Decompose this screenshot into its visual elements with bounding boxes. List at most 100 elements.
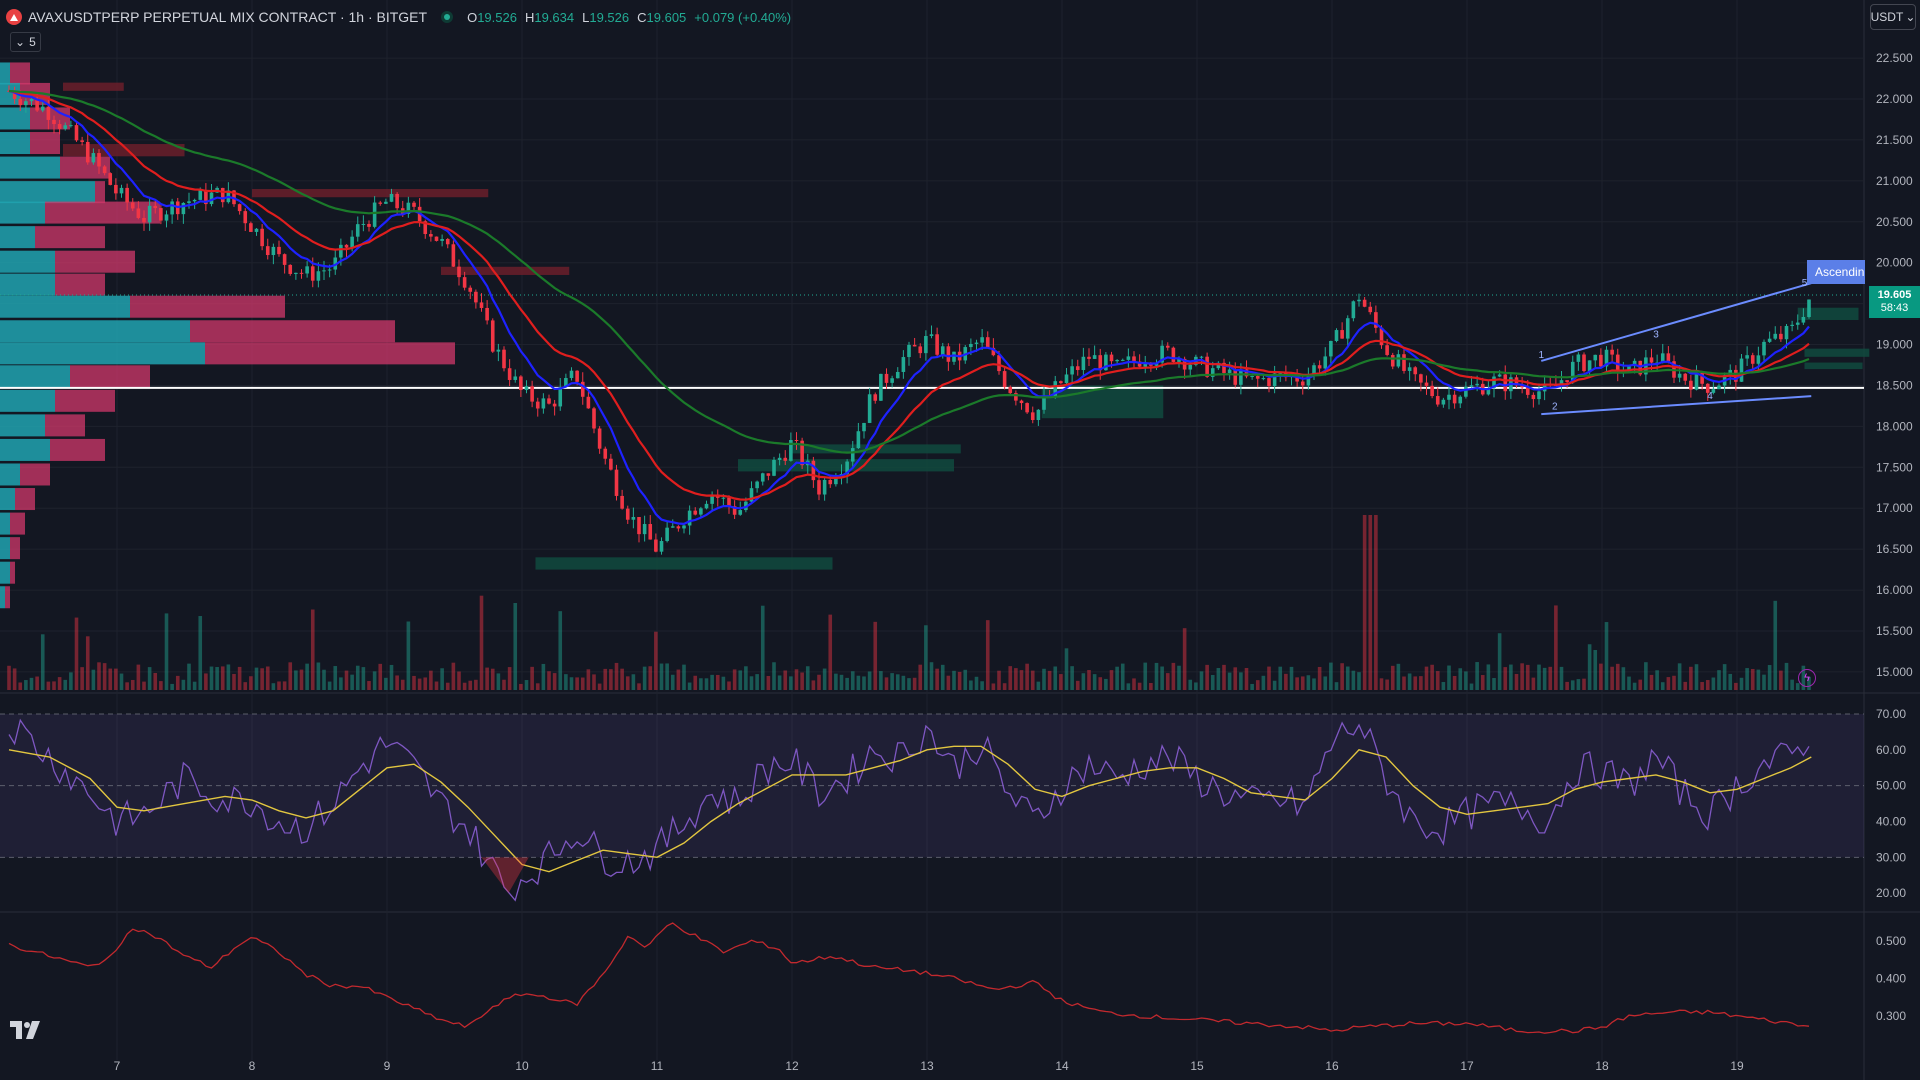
volume-bar	[980, 681, 984, 690]
volume-bar	[642, 666, 647, 690]
ema_fast-line	[8, 89, 1810, 526]
volume-bar	[552, 673, 557, 690]
candle-body	[457, 266, 461, 278]
volume-bar	[1615, 663, 1620, 690]
alert-bolt-icon[interactable]: ϟ	[1798, 669, 1816, 687]
candle-body	[1452, 394, 1457, 404]
x-axis-tick-label: 18	[1595, 1059, 1609, 1073]
volume-bar	[457, 671, 461, 690]
candle-body	[901, 357, 906, 372]
candle-body	[1227, 369, 1232, 373]
candle-body	[1565, 380, 1569, 383]
price-axis-label: 16.000	[1876, 583, 1913, 597]
indicators-toggle-button[interactable]: ⌄ 5	[10, 32, 41, 52]
candle-body	[159, 208, 163, 221]
candle-body	[1216, 362, 1221, 369]
volume-bar	[187, 663, 191, 690]
volume-bar	[1407, 673, 1412, 690]
pattern-label[interactable]: Ascendin	[1807, 260, 1865, 284]
volume-profile-buy-bar	[0, 156, 60, 179]
price-axis-label: 19.000	[1876, 338, 1913, 352]
volume-profile-sell-bar	[30, 132, 60, 155]
candle-body	[1773, 333, 1778, 339]
volume-bar	[1672, 675, 1676, 690]
volume-bar	[1413, 676, 1418, 690]
currency-label: USDT	[1870, 10, 1904, 24]
x-axis-tick-label: 10	[515, 1059, 529, 1073]
volume-bar	[1104, 678, 1108, 690]
volume-profile-sell-bar	[20, 463, 50, 486]
market-status-icon[interactable]	[441, 11, 454, 23]
candle-body	[164, 214, 169, 221]
x-axis-tick-label: 12	[785, 1059, 799, 1073]
volume-bar	[873, 621, 878, 690]
candle-body	[445, 238, 450, 245]
symbol-title[interactable]: AVAXUSDTPERP PERPETUAL MIX CONTRACT · 1h…	[28, 9, 428, 25]
volume-profile-buy-bar	[0, 62, 10, 85]
candle-body	[580, 381, 585, 397]
volume-bar	[395, 675, 399, 690]
volume-bar	[339, 677, 343, 690]
volume-bar	[963, 669, 968, 690]
candle-body	[1272, 373, 1277, 387]
candle-body	[693, 510, 698, 515]
volume-bar	[1790, 679, 1794, 690]
candle-body	[1126, 356, 1131, 360]
volume-bar	[1177, 665, 1181, 690]
volume-bar	[1570, 680, 1575, 690]
volume-bar	[558, 611, 563, 690]
currency-selector[interactable]: USDT ⌄	[1870, 4, 1916, 30]
volume-bar	[1441, 682, 1446, 690]
candle-body	[1677, 373, 1682, 378]
volume-bar	[310, 609, 315, 690]
candle-body	[181, 202, 186, 215]
volume-bar	[468, 680, 473, 690]
candle-body	[142, 217, 146, 223]
candle-body	[1503, 374, 1508, 392]
candle-body	[1025, 403, 1029, 413]
volume-bar	[665, 663, 669, 690]
volume-profile-buy-bar	[0, 320, 190, 343]
volume-bar	[935, 668, 939, 690]
volume-profile-buy-bar	[0, 438, 50, 461]
candle-body	[18, 98, 23, 106]
volume-bar	[153, 673, 158, 690]
volume-bar	[1351, 670, 1356, 690]
candle-body	[1323, 356, 1328, 369]
candle-body	[1700, 373, 1704, 384]
volume-bar	[1503, 667, 1508, 690]
candle-body	[884, 373, 889, 383]
volume-bar	[918, 664, 923, 690]
candle-body	[586, 396, 591, 409]
candle-body	[490, 320, 495, 352]
candle-body	[1745, 355, 1749, 359]
volume-bar	[940, 664, 945, 690]
candle-body	[912, 344, 917, 347]
volume-bar	[1143, 662, 1148, 690]
volume-bar	[125, 682, 129, 690]
candle-body	[1053, 381, 1058, 397]
candle-body	[130, 202, 135, 209]
volume-bar	[209, 666, 214, 690]
volume-bar	[1402, 676, 1406, 690]
candle-body	[648, 524, 653, 540]
volume-profile-sell-bar	[55, 250, 135, 273]
volume-bar	[1216, 668, 1221, 690]
volume-bar	[1272, 680, 1277, 690]
candle-body	[755, 481, 759, 489]
volume-bar	[1644, 662, 1648, 690]
volume-bar	[423, 677, 428, 690]
bar-countdown: 58:43	[1880, 302, 1909, 314]
volume-bar	[1745, 668, 1749, 690]
volume-bar	[1194, 682, 1198, 690]
volume-bar	[29, 677, 34, 690]
candle-body	[614, 469, 619, 496]
candle-body	[502, 349, 506, 369]
candle-body	[850, 448, 855, 462]
candle-body	[1295, 375, 1299, 382]
volume-bar	[564, 674, 568, 690]
volume-profile-sell-bar	[50, 438, 105, 461]
volume-bar	[777, 675, 782, 690]
